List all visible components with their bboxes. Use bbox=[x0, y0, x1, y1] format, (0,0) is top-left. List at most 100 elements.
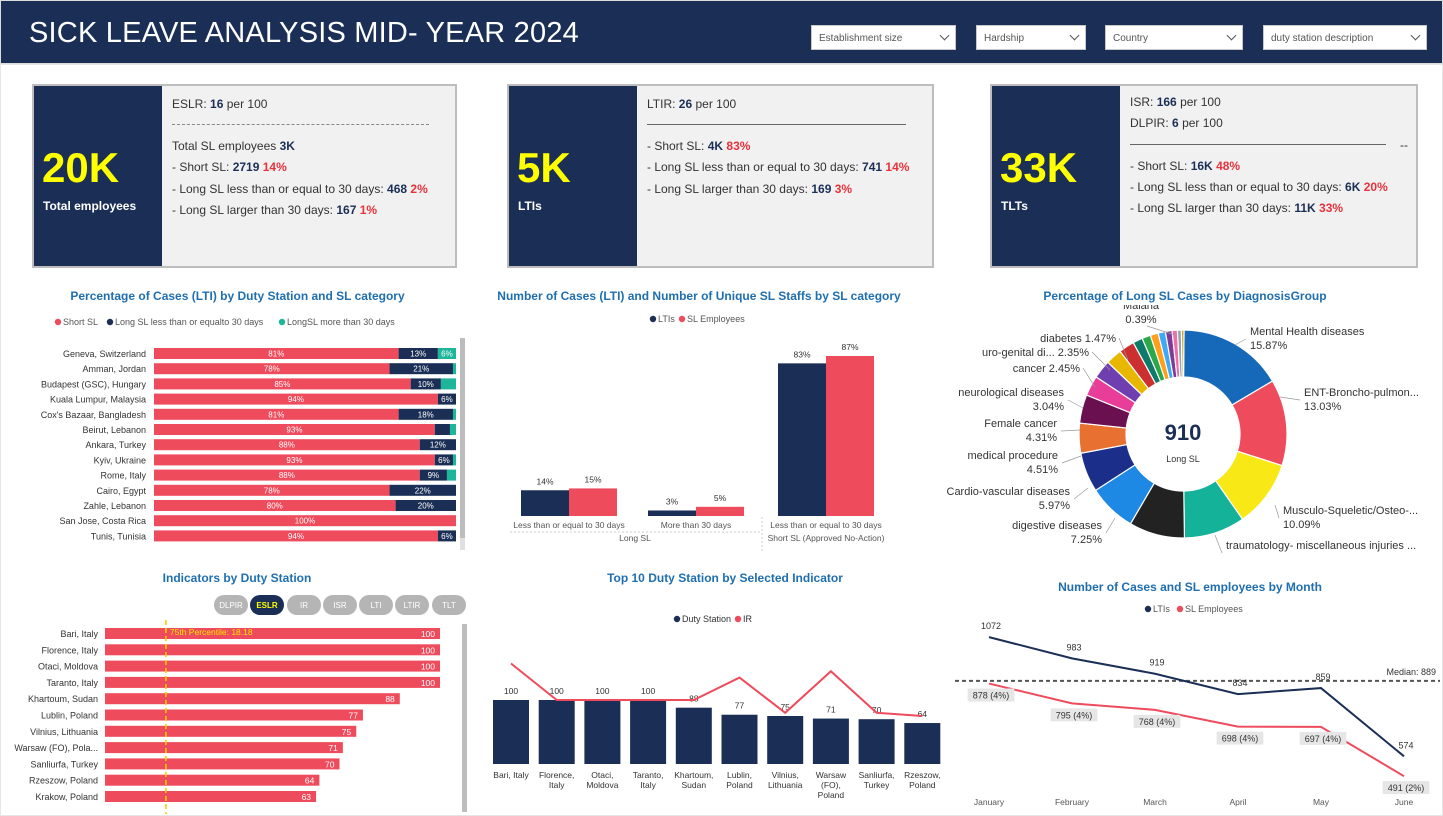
total-label: Total SL employees bbox=[172, 139, 277, 153]
tick-label: Sudan bbox=[682, 780, 707, 790]
tick-label: Taranto, bbox=[633, 770, 664, 780]
bar bbox=[696, 506, 744, 516]
chevron-down-icon bbox=[1226, 30, 1237, 41]
chevron-down-icon bbox=[1069, 30, 1080, 41]
data-label-bg bbox=[967, 688, 1015, 702]
tick-label: Zahle, Lebanon bbox=[83, 501, 146, 511]
donut-slice bbox=[1180, 329, 1185, 378]
row-label: - Long SL larger than 30 days: bbox=[1130, 201, 1291, 215]
divider bbox=[1130, 144, 1386, 145]
bar bbox=[105, 774, 320, 786]
tick-label: San Jose, Costa Rica bbox=[59, 516, 146, 526]
bar bbox=[154, 469, 420, 481]
data-label: 88 bbox=[385, 694, 395, 704]
rate-unit: per 100 bbox=[226, 97, 268, 111]
rate-label: LTIR: bbox=[647, 97, 676, 111]
pill-lti[interactable]: LTI bbox=[359, 595, 393, 615]
data-label: 9% bbox=[428, 471, 440, 480]
bar bbox=[389, 363, 453, 375]
leader-line bbox=[1060, 429, 1081, 432]
row-value: 16K bbox=[1190, 159, 1213, 173]
tick-label: Warsaw (FO), Pola... bbox=[14, 743, 98, 753]
bar bbox=[154, 424, 435, 435]
tick-label: Sanliurfa, bbox=[859, 770, 895, 780]
chart-lti-vs-staff: LTIs SL Employees 14% 15% Less than or equal… bbox=[510, 314, 885, 552]
data-label: 100 bbox=[641, 686, 655, 696]
rate-value: 16 bbox=[210, 97, 224, 111]
bar bbox=[675, 707, 712, 764]
data-label: 81% bbox=[268, 350, 284, 359]
scrollbar-thumb[interactable] bbox=[460, 338, 465, 538]
data-label: 5% bbox=[714, 493, 727, 503]
bar bbox=[105, 709, 363, 721]
kpi-label: Total employees bbox=[43, 199, 137, 213]
data-label-bg bbox=[1382, 781, 1430, 795]
data-label: 1072 bbox=[981, 621, 1001, 631]
data-label: 3% bbox=[666, 496, 679, 506]
pill-isr[interactable]: ISR bbox=[323, 595, 357, 615]
row-pct: 48% bbox=[1216, 159, 1241, 173]
filter-establishment-size[interactable]: Establishment size bbox=[811, 25, 956, 50]
tick-label: February bbox=[1055, 797, 1090, 807]
pill-dlpir[interactable]: DLPIR bbox=[214, 595, 248, 615]
data-label: 80% bbox=[267, 502, 283, 511]
bar bbox=[154, 348, 399, 359]
leader-line bbox=[1091, 351, 1111, 371]
leader-line bbox=[1105, 517, 1116, 534]
legend-dot bbox=[678, 315, 686, 323]
median-label: Median: 889 bbox=[1386, 667, 1436, 677]
row-pct: 83% bbox=[726, 139, 751, 153]
data-label: 6% bbox=[441, 350, 453, 359]
slice-label: neurological diseases bbox=[958, 387, 1064, 399]
tick-label: (FO), bbox=[821, 780, 841, 790]
bar bbox=[584, 700, 621, 764]
bar bbox=[105, 693, 400, 705]
data-label: 88% bbox=[279, 441, 295, 450]
tick-label: Tunis, Tunisia bbox=[91, 531, 146, 541]
tick-label: Poland bbox=[818, 790, 845, 800]
bar bbox=[437, 393, 456, 405]
bar bbox=[538, 700, 575, 764]
pill-tlt[interactable]: TLT bbox=[432, 595, 466, 615]
legend-label: LongSL more than 30 days bbox=[287, 317, 395, 327]
filter-hardship[interactable]: Hardship bbox=[976, 25, 1086, 50]
series-line bbox=[988, 636, 1405, 758]
row-pct: 2% bbox=[410, 182, 428, 196]
slice-pct: 13.03% bbox=[1304, 401, 1342, 413]
leader-line bbox=[1067, 399, 1084, 409]
filter-country[interactable]: Country bbox=[1105, 25, 1243, 50]
tick-label: Ankara, Turkey bbox=[85, 440, 146, 450]
row-label: - Long SL larger than 30 days: bbox=[172, 203, 333, 217]
chart-indicators-by-station: Bari, Italy 100 Florence, Italy 100 Otaci, M… bbox=[14, 620, 440, 814]
tick-label: Bari, Italy bbox=[493, 770, 529, 780]
leader-line bbox=[1073, 487, 1089, 500]
tick-label: Beirut, Lebanon bbox=[82, 425, 146, 435]
data-label: 85% bbox=[274, 380, 290, 389]
row-pct: 14% bbox=[885, 160, 910, 174]
data-label: 94% bbox=[288, 395, 304, 404]
bar bbox=[767, 716, 804, 764]
scrollbar-thumb[interactable] bbox=[462, 624, 467, 812]
pill-ltir[interactable]: LTIR bbox=[395, 595, 429, 615]
slice-pct: 4.51% bbox=[1027, 464, 1058, 476]
slice-pct: 9.21% bbox=[1226, 554, 1257, 555]
legend-dot bbox=[734, 615, 742, 623]
tick-label: Taranto, Italy bbox=[46, 678, 98, 688]
bar bbox=[904, 723, 941, 764]
total-value: 3K bbox=[279, 139, 295, 153]
pill-ir[interactable]: IR bbox=[287, 595, 321, 615]
slice-label: traumatology- miscellaneous injuries ... bbox=[1226, 540, 1416, 552]
scrollbar[interactable] bbox=[460, 338, 465, 550]
kpi-label: LTIs bbox=[518, 199, 542, 213]
filter-duty-station[interactable]: duty station description bbox=[1263, 25, 1427, 50]
slice-label: Malaria bbox=[1123, 305, 1160, 312]
legend-label: Duty Station bbox=[682, 614, 731, 624]
chart-title-top10: Top 10 Duty Station by Selected Indicato… bbox=[607, 571, 843, 585]
leader-line bbox=[1234, 338, 1247, 346]
pill-eslr[interactable]: ESLR bbox=[250, 595, 284, 615]
tick-label: Lublin, Poland bbox=[41, 711, 98, 721]
data-label: 100 bbox=[550, 686, 564, 696]
bar bbox=[398, 348, 438, 359]
tick-label: Otaci, bbox=[591, 770, 613, 780]
scrollbar[interactable] bbox=[462, 624, 467, 812]
